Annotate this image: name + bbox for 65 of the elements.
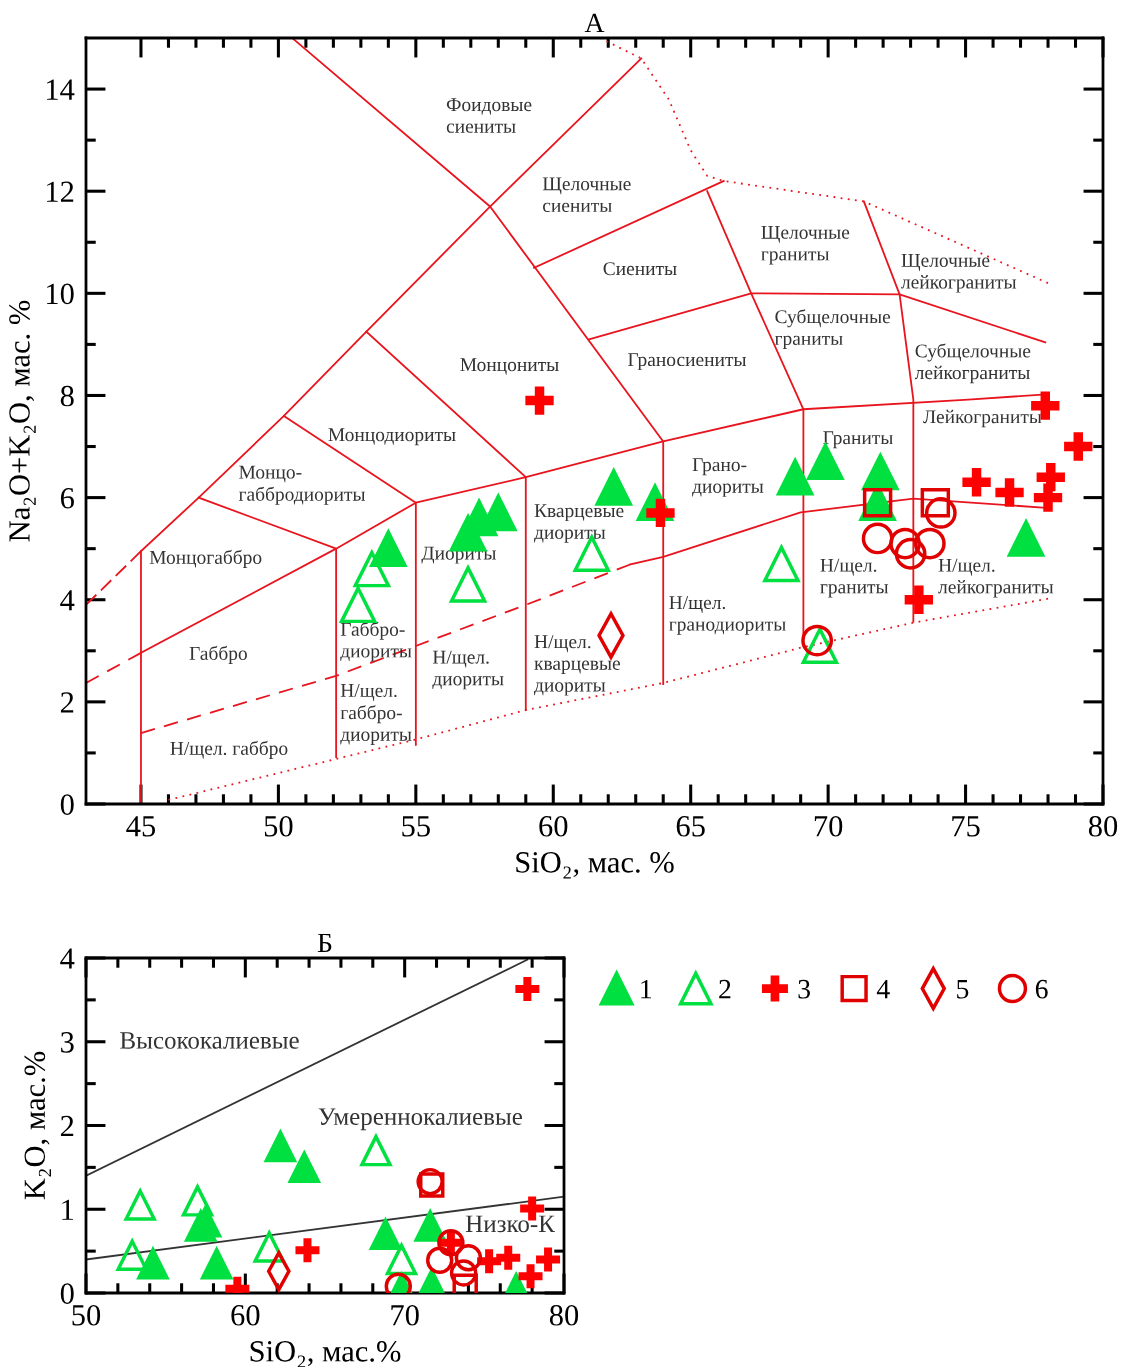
annotation: Н/щел. кварцевые диориты: [534, 635, 620, 696]
x-tick-label: 70: [814, 815, 843, 837]
annotation: Монцо- габбродиориты: [238, 465, 366, 505]
annotation: Умереннокалиевые: [318, 1108, 522, 1131]
y-tick-label: 2: [60, 692, 74, 713]
y-tick-label: 12: [47, 181, 74, 202]
x-tick-label: 80: [549, 1304, 579, 1326]
x-axis-title: SiO₂, мас.%: [250, 1341, 401, 1367]
annotation: Н/щел. граниты: [820, 558, 889, 598]
x-tick-label: 50: [72, 1304, 101, 1326]
x-axis-title: SiO₂, мас. %: [516, 852, 674, 879]
annotation: Монцониты: [460, 358, 559, 375]
annotation: Лейкограниты: [923, 409, 1042, 428]
annotation: Н/щел. лейкограниты: [938, 558, 1054, 598]
annotation: Н/щел. габбро- диориты: [340, 684, 412, 745]
annotation: Высококалиевые: [120, 1032, 299, 1049]
y-tick-label: 6: [60, 487, 74, 509]
x-tick-label: 50: [264, 815, 293, 837]
legend-label: 6: [1035, 979, 1048, 999]
y-tick-label: 1: [62, 1199, 74, 1220]
annotation: Фоидовые сиениты: [446, 98, 532, 133]
annotation: Габбро- диориты: [340, 621, 412, 662]
annotation: Монцодиориты: [328, 428, 456, 446]
annotation: Грано- диориты: [692, 458, 764, 497]
legend-label: 5: [957, 980, 969, 999]
annotation: Щелочные граниты: [761, 225, 850, 265]
legend-label: 2: [719, 979, 731, 999]
legend-label: 1: [641, 979, 652, 999]
annotation: Граносиениты: [628, 353, 747, 371]
x-tick-label: 75: [952, 816, 980, 837]
annotation: Н/щел. габбро: [170, 740, 288, 759]
x-tick-label: 60: [539, 815, 568, 837]
annotation: Сиениты: [603, 262, 677, 276]
annotation: Щелочные сиениты: [542, 177, 631, 213]
annotation: Кварцевые диориты: [534, 504, 624, 543]
annotation: Граниты: [823, 431, 893, 449]
y-tick-label: 4: [60, 590, 75, 611]
y-tick-label: 3: [61, 1032, 74, 1053]
x-tick-label: 45: [126, 816, 156, 837]
chart-title: Б: [317, 933, 332, 953]
chart-title: А: [584, 13, 605, 33]
x-tick-label: 60: [231, 1304, 260, 1326]
y-tick-label: 14: [47, 79, 75, 100]
annotation: Субщелочные лейкограниты: [914, 343, 1031, 384]
y-tick-label: 8: [60, 385, 74, 407]
legend-label: 3: [798, 979, 810, 999]
legend-label: 4: [876, 979, 890, 999]
annotation: Субщелочные граниты: [774, 309, 891, 349]
annotation: Низко-К: [465, 1215, 555, 1233]
y-axis-title: K₂O, мас.%: [24, 1051, 51, 1200]
annotation: Щелочные лейкограниты: [901, 254, 1017, 293]
y-tick-label: 0: [60, 1283, 74, 1304]
y-tick-label: 0: [60, 794, 74, 815]
y-tick-label: 10: [47, 283, 74, 305]
x-tick-label: 65: [676, 816, 705, 837]
annotation: Габбро: [189, 645, 247, 664]
x-tick-label: 70: [391, 1304, 419, 1326]
annotation: Н/щел. диориты: [432, 650, 504, 690]
x-tick-label: 55: [402, 816, 430, 837]
x-tick-label: 80: [1088, 815, 1118, 837]
y-tick-label: 2: [60, 1115, 74, 1137]
y-axis-title: Na₂O+K₂O, мас. %: [9, 300, 36, 542]
annotation: Н/щел. гранодиориты: [669, 596, 786, 635]
annotation: Монцогаббро: [149, 549, 262, 568]
y-tick-label: 4: [60, 948, 75, 969]
